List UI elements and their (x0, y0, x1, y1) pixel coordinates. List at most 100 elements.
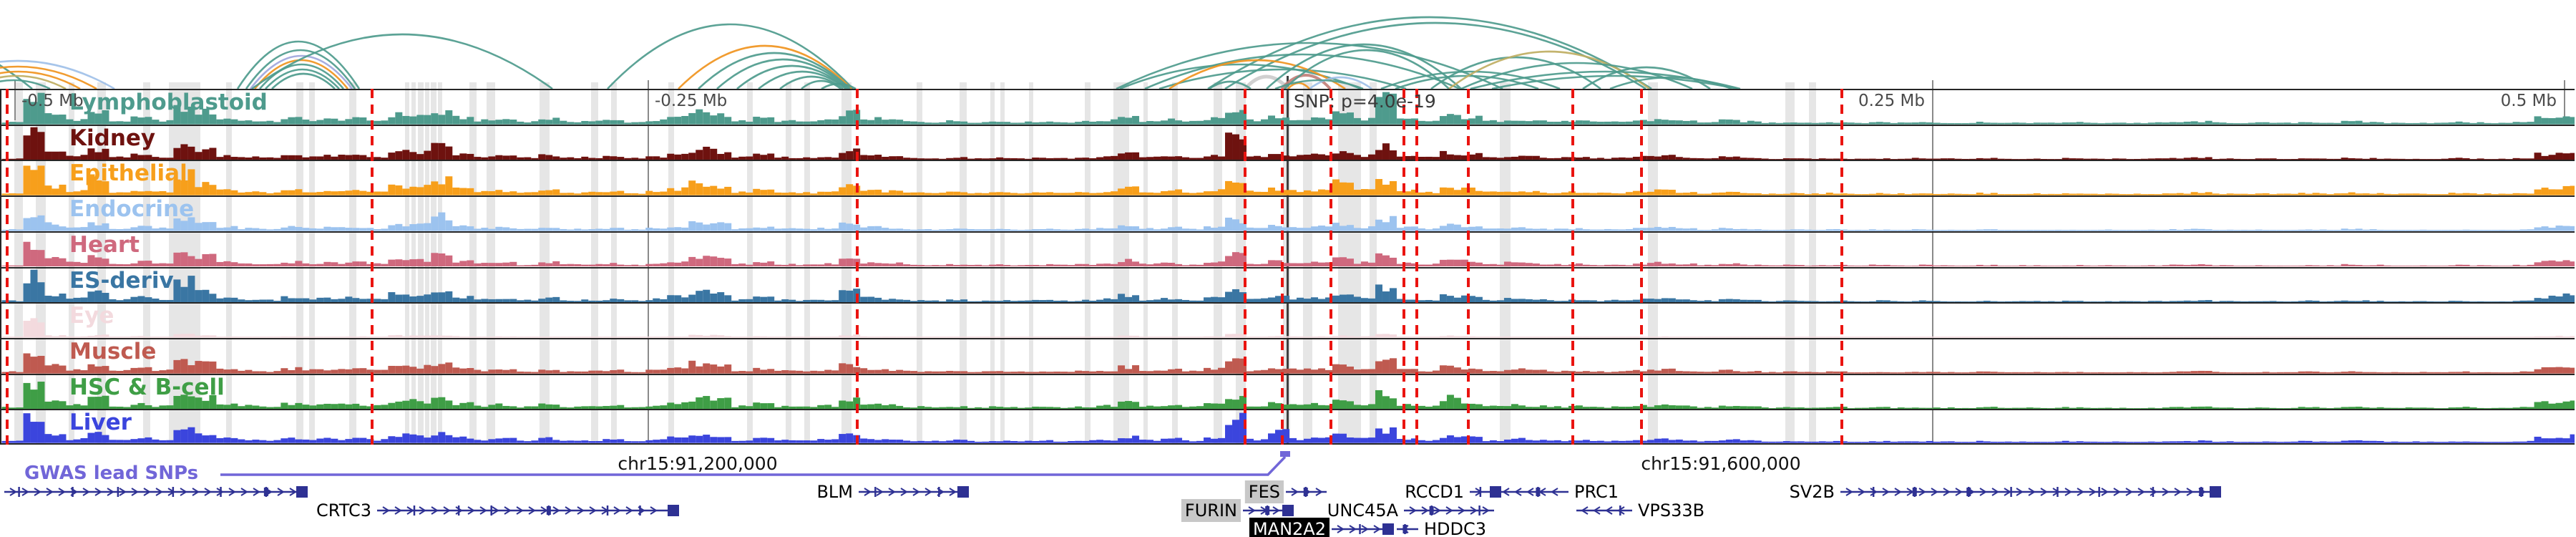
interaction-arc (1430, 56, 1601, 90)
gene-model-vps33b: VPS33B (1576, 500, 1704, 521)
interaction-arc (698, 52, 851, 90)
gene-model-crtc3: CRTC3 (316, 500, 679, 521)
interaction-arc (678, 44, 852, 90)
interaction-arc (1207, 16, 1652, 90)
interaction-arc (1582, 66, 1711, 90)
interaction-arc (1491, 74, 1738, 90)
axis-tick-label: -0.25 Mb (655, 92, 728, 110)
gene-model-unlabeled (4, 486, 308, 498)
gene-label: FES (1249, 482, 1280, 502)
track-label: Eye (69, 303, 114, 329)
gwas-lead-snp-line (1281, 89, 1284, 445)
interaction-arc (716, 58, 849, 90)
interaction-arc (1470, 70, 1741, 90)
track-label: Endocrine (69, 196, 195, 223)
signal-track-endocrine: Endocrine (1, 195, 2575, 231)
interaction-arc (1609, 76, 1732, 90)
highlight-band (591, 82, 598, 445)
track-label: Epithelial (69, 160, 187, 187)
gene-model-prc1: PRC1 (1498, 482, 1619, 502)
lead-snp-label: SNP: p=4.0e-19 (1294, 91, 1436, 112)
signal-track-kidney: Kidney (1, 124, 2575, 160)
signal-track-muscle: Muscle (1, 337, 2575, 374)
track-label: ES-deriv (69, 267, 174, 294)
highlight-band (1785, 82, 1795, 445)
interaction-arc (1380, 70, 1561, 90)
gene-label-highlight (1249, 518, 1330, 537)
gwas-lead-snp-line (1467, 89, 1470, 445)
signal-tracks-area: Lymphoblastoid Kidney Epithelial Endocrine H… (0, 89, 2576, 445)
track-label: Kidney (69, 125, 156, 151)
gene-label: BLM (816, 482, 853, 502)
gene-label: CRTC3 (316, 500, 371, 521)
gene-label: HDDC3 (1424, 519, 1486, 537)
track-label: Heart (69, 231, 140, 258)
gene-label: PRC1 (1574, 482, 1619, 502)
gwas-lead-snp-line (6, 89, 9, 445)
gwas-lead-snp-line (1840, 89, 1843, 445)
interaction-arc (0, 64, 33, 90)
gene-label: FURIN (1185, 500, 1237, 521)
interaction-arc (271, 72, 336, 90)
gene-model-blm: BLM (816, 482, 969, 502)
signal-track-epithelial: Epithelial (1, 160, 2575, 196)
signal-track-eye: Eye (1, 302, 2575, 338)
gene-model-fes: FES (1244, 480, 1327, 503)
gene-label-highlight (1244, 480, 1284, 503)
track-label: Liver (69, 410, 132, 436)
interaction-arc (1266, 43, 1462, 90)
highlight-band (309, 82, 315, 445)
chr-coordinate-left: chr15:91,200,000 (618, 453, 778, 474)
gwas-lead-snp-line (1402, 89, 1405, 445)
chr-coordinate-right: chr15:91,600,000 (1641, 453, 1801, 474)
axis-tick-line (1932, 80, 1933, 445)
gwas-lead-snp-line (856, 89, 859, 445)
highlight-band (786, 82, 791, 445)
signal-track-lymphoblastoid: Lymphoblastoid (1, 89, 2575, 125)
axis-tick-label: -0.5 Mb (21, 92, 84, 110)
signal-track-hsc-b-cell: HSC & B-cell (1, 373, 2575, 410)
gene-label: VPS33B (1638, 500, 1704, 521)
gwas-lead-snp-line (1640, 89, 1643, 445)
gwas-lead-snp-line (1415, 89, 1418, 445)
gene-label-highlight (1181, 499, 1241, 522)
interaction-arc (0, 74, 67, 90)
gene-model-man2a2: MAN2A2 (1249, 518, 1394, 537)
interaction-arc (1169, 59, 1346, 90)
interaction-arc (1448, 50, 1650, 90)
highlight-band (960, 82, 967, 445)
track-label: Muscle (69, 338, 157, 364)
track-label: HSC & B-cell (69, 374, 225, 400)
gwas-lead-snps-track-label: GWAS lead SNPs (24, 463, 199, 484)
interaction-arc (1144, 53, 1460, 90)
gene-model-furin: FURIN (1181, 499, 1294, 522)
highlight-band (14, 82, 23, 445)
gene-model-rccd1: RCCD1 (1405, 482, 1501, 502)
highlight-band (747, 82, 753, 445)
interaction-arc (607, 23, 854, 90)
axis-tick-label: 0.5 Mb (2500, 92, 2557, 110)
gene-model-unc45a: UNC45A (1327, 500, 1494, 521)
highlight-band (917, 82, 922, 445)
highlight-band (990, 82, 995, 445)
axis-tick-line (2564, 80, 2565, 120)
gwas-pointer-marker (1280, 451, 1290, 457)
signal-track-heart: Heart (1, 231, 2575, 267)
gene-label: MAN2A2 (1253, 519, 1326, 537)
highlight-band (1029, 82, 1033, 445)
gene-model-sv2b: SV2B (1790, 482, 2221, 502)
gene-model-hddc3: HDDC3 (1397, 519, 1486, 537)
gwas-lead-snp-line (1244, 89, 1246, 445)
highlight-band (1809, 82, 1816, 445)
highlight-band (1085, 82, 1091, 445)
gene-label: SV2B (1790, 482, 1835, 502)
interaction-arc (1395, 74, 1539, 90)
interaction-arc (1244, 74, 1289, 90)
interaction-arc (758, 70, 847, 90)
gene-label: RCCD1 (1405, 482, 1464, 502)
lead-snp-position-line (1287, 76, 1289, 445)
gwas-lead-snp-line (1571, 89, 1574, 445)
signal-track-liver: Liver (1, 409, 2575, 445)
